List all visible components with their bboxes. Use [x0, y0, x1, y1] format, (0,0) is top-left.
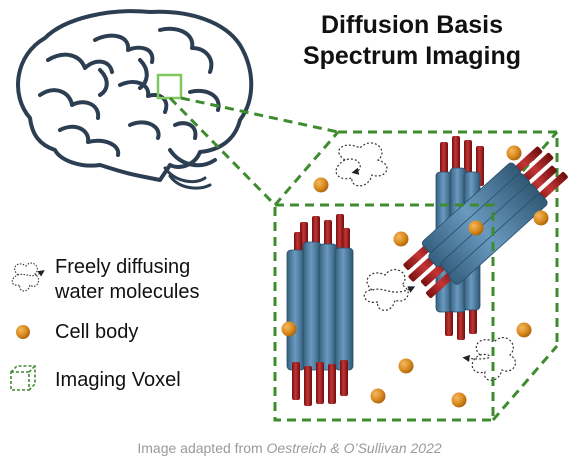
fiber-bundle: [286, 214, 354, 406]
title-line-2: Spectrum Imaging: [302, 42, 522, 70]
water-molecule-paths: [335, 142, 516, 381]
cell-body-icon: [16, 325, 30, 339]
voxel-highlight: [156, 73, 183, 100]
cell-bodies: [281, 145, 549, 408]
water-molecule-icon: [11, 262, 45, 292]
legend-water-line-1: Freely diffusing: [55, 256, 191, 278]
legend-water-line-2: water molecules: [55, 281, 200, 303]
title-line-1: Diffusion Basis: [321, 11, 503, 39]
legend-cell-label: Cell body: [55, 321, 139, 343]
legend-water-label: Freely diffusing water molecules: [55, 255, 200, 305]
legend-voxel-label: Imaging Voxel: [55, 369, 181, 391]
diagram-title: Diffusion Basis Spectrum Imaging: [262, 10, 562, 72]
voxel-cube-icon: [10, 365, 36, 391]
voxel-front-face: [273, 203, 495, 422]
caption-source: Oestreich & O’Sullivan 2022: [266, 440, 442, 456]
zoom-connectors: [168, 96, 339, 207]
crossing-fiber-bundle: [403, 136, 568, 340]
image-caption: Image adapted from Oestreich & O’Sulliva…: [0, 440, 579, 456]
caption-prefix: Image adapted from: [137, 440, 267, 456]
brain-illustration: [16, 9, 254, 190]
